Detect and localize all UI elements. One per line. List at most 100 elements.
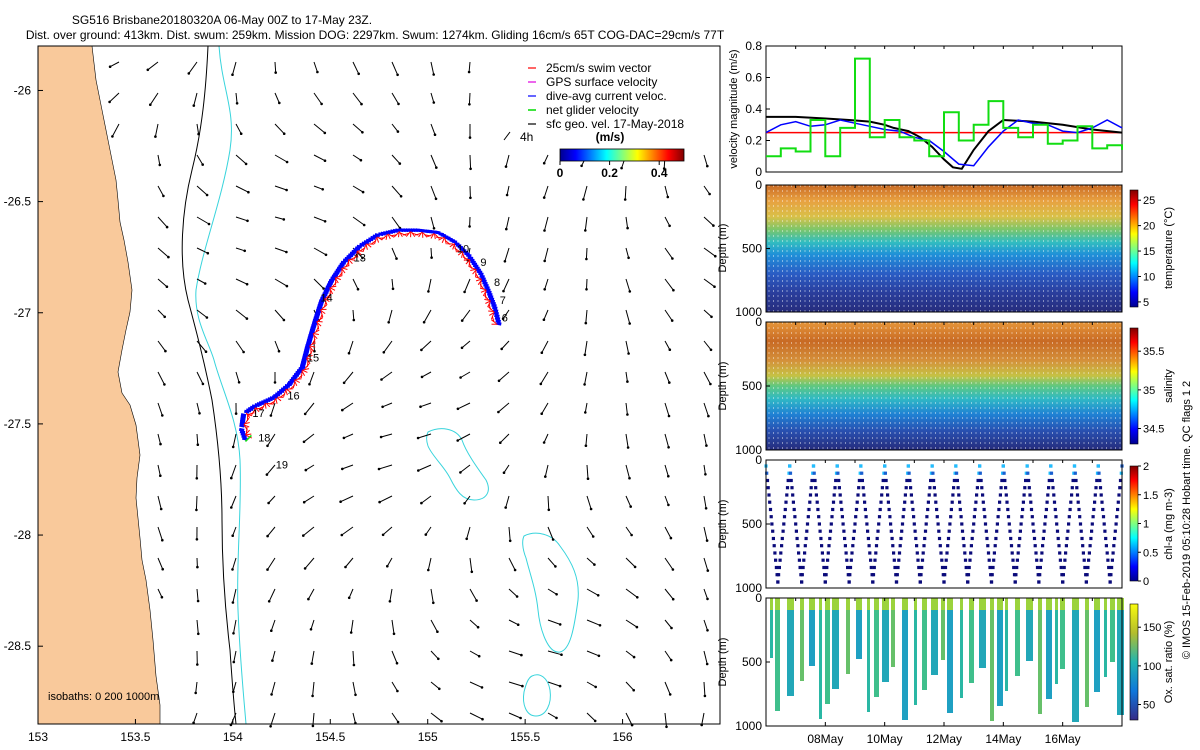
chla-sample bbox=[838, 493, 842, 497]
swim-vector-marker bbox=[482, 290, 487, 297]
map-colorbar-title: (m/s) bbox=[596, 130, 625, 144]
swim-vector-marker bbox=[480, 289, 487, 293]
dive-avg-current-marker bbox=[342, 258, 349, 263]
surface-velocity-arrowhead bbox=[593, 563, 596, 566]
surface-velocity-arrow bbox=[421, 340, 432, 351]
surface-velocity-arrowhead bbox=[434, 197, 438, 201]
oxygen-surface-sample bbox=[846, 598, 850, 610]
surface-velocity-arrowhead bbox=[591, 535, 595, 538]
dive-avg-current-marker bbox=[314, 311, 321, 316]
surface-velocity-arrowhead bbox=[703, 694, 707, 698]
dive-avg-current-marker bbox=[490, 301, 496, 306]
figure-subtitle: Dist. over ground: 413km. Dist. swum: 25… bbox=[26, 28, 725, 42]
oxygen-sample-strip bbox=[867, 598, 870, 712]
surface-velocity-arrow bbox=[352, 278, 359, 290]
surface-velocity-arrowhead bbox=[205, 193, 209, 197]
chla-sample bbox=[1068, 507, 1072, 512]
surface-velocity-arrow bbox=[340, 495, 354, 503]
chla-sample bbox=[888, 515, 892, 519]
chla-sample bbox=[992, 558, 996, 562]
chla-sample bbox=[875, 536, 879, 541]
surface-velocity-arrowhead bbox=[503, 260, 507, 263]
surface-velocity-arrowhead bbox=[586, 477, 590, 481]
surface-velocity-arrow bbox=[350, 619, 354, 633]
chla-sample bbox=[800, 573, 804, 577]
chla-sample bbox=[1101, 515, 1106, 519]
surface-velocity-arrowhead bbox=[230, 476, 233, 480]
surface-velocity-arrow bbox=[154, 123, 159, 137]
surface-velocity-arrowhead bbox=[554, 565, 557, 568]
surface-velocity-arrow bbox=[585, 247, 588, 260]
surface-velocity-arrowhead bbox=[159, 507, 163, 511]
chla-sample bbox=[872, 565, 876, 570]
chla-sample bbox=[822, 565, 826, 570]
surface-velocity-arrowhead bbox=[513, 568, 517, 572]
velocity-ytick-label: 0.2 bbox=[745, 134, 762, 148]
dive-avg-current-marker bbox=[487, 292, 493, 297]
surface-velocity-arrow bbox=[196, 340, 207, 353]
surface-velocity-arrow bbox=[421, 371, 432, 378]
chla-sample bbox=[1108, 580, 1112, 584]
chla-sample bbox=[981, 493, 985, 497]
surface-velocity-arrowhead bbox=[198, 412, 201, 415]
oxygen-sample-strip bbox=[1104, 598, 1107, 677]
chla-sample bbox=[826, 558, 830, 562]
surface-velocity-arrow bbox=[703, 247, 716, 257]
dive-avg-current-marker bbox=[349, 251, 356, 256]
dive-avg-current-marker bbox=[479, 274, 485, 279]
surface-velocity-arrow bbox=[352, 712, 356, 724]
oxygen-surface-sample bbox=[947, 598, 953, 610]
surface-velocity-arrow bbox=[503, 464, 510, 473]
chla-sample bbox=[863, 507, 867, 512]
chla-sample bbox=[986, 551, 991, 555]
dive-avg-current-marker bbox=[472, 263, 479, 268]
chla-sample bbox=[1098, 478, 1102, 483]
surface-velocity-arrow bbox=[703, 650, 708, 665]
chla-sample bbox=[959, 515, 963, 519]
chla-sample bbox=[1044, 515, 1048, 519]
chla-sample bbox=[1029, 500, 1033, 504]
surface-velocity-arrow bbox=[157, 588, 163, 598]
salinity-field bbox=[766, 322, 1122, 450]
chla-sample bbox=[1028, 493, 1032, 497]
chla-sample bbox=[849, 558, 853, 562]
oxygen-surface-sample bbox=[1117, 598, 1124, 610]
surface-velocity-arrow bbox=[386, 557, 393, 567]
chla-sample bbox=[847, 580, 851, 584]
surface-velocity-arrowhead bbox=[437, 657, 440, 661]
surface-velocity-arrow bbox=[235, 154, 247, 165]
dive-avg-current-marker bbox=[278, 389, 285, 393]
chla-sample bbox=[1082, 558, 1086, 562]
track-day-label: 18 bbox=[258, 433, 270, 445]
dive-avg-current-marker bbox=[305, 341, 312, 346]
oxygen-surface-sample bbox=[874, 598, 879, 610]
chla-sample bbox=[972, 522, 976, 526]
dive-avg-current-marker bbox=[471, 261, 478, 266]
surface-velocity-arrow bbox=[664, 619, 672, 629]
swim-vector-marker bbox=[430, 233, 435, 239]
chla-sample bbox=[952, 486, 956, 490]
chla-sample bbox=[1053, 507, 1057, 512]
surface-velocity-arrowhead bbox=[707, 414, 710, 418]
surface-velocity-arrow bbox=[466, 526, 471, 539]
temperature-ytick-label: 1000 bbox=[735, 305, 762, 319]
swim-vector-marker bbox=[449, 243, 456, 248]
chla-sample bbox=[1088, 544, 1092, 548]
swim-vector-marker bbox=[317, 317, 324, 322]
surface-velocity-arrowhead bbox=[710, 315, 713, 319]
chla-sample bbox=[1064, 551, 1068, 555]
chla-sample bbox=[1019, 522, 1023, 526]
chla-sample bbox=[878, 507, 882, 512]
surface-velocity-arrowhead bbox=[459, 471, 462, 474]
surface-velocity-arrow bbox=[383, 340, 393, 353]
surface-velocity-arrow bbox=[313, 123, 326, 134]
chla-sample bbox=[823, 580, 827, 584]
oxygen-sample-strip bbox=[1117, 598, 1124, 715]
chla-sample bbox=[911, 507, 915, 512]
chla-sample bbox=[1029, 507, 1034, 512]
surface-velocity-arrow bbox=[230, 712, 237, 726]
swim-vector-marker bbox=[264, 402, 267, 409]
surface-velocity-arrow bbox=[584, 402, 588, 413]
oxygen-sample-strip bbox=[979, 598, 986, 668]
swim-vector-marker bbox=[313, 329, 320, 334]
